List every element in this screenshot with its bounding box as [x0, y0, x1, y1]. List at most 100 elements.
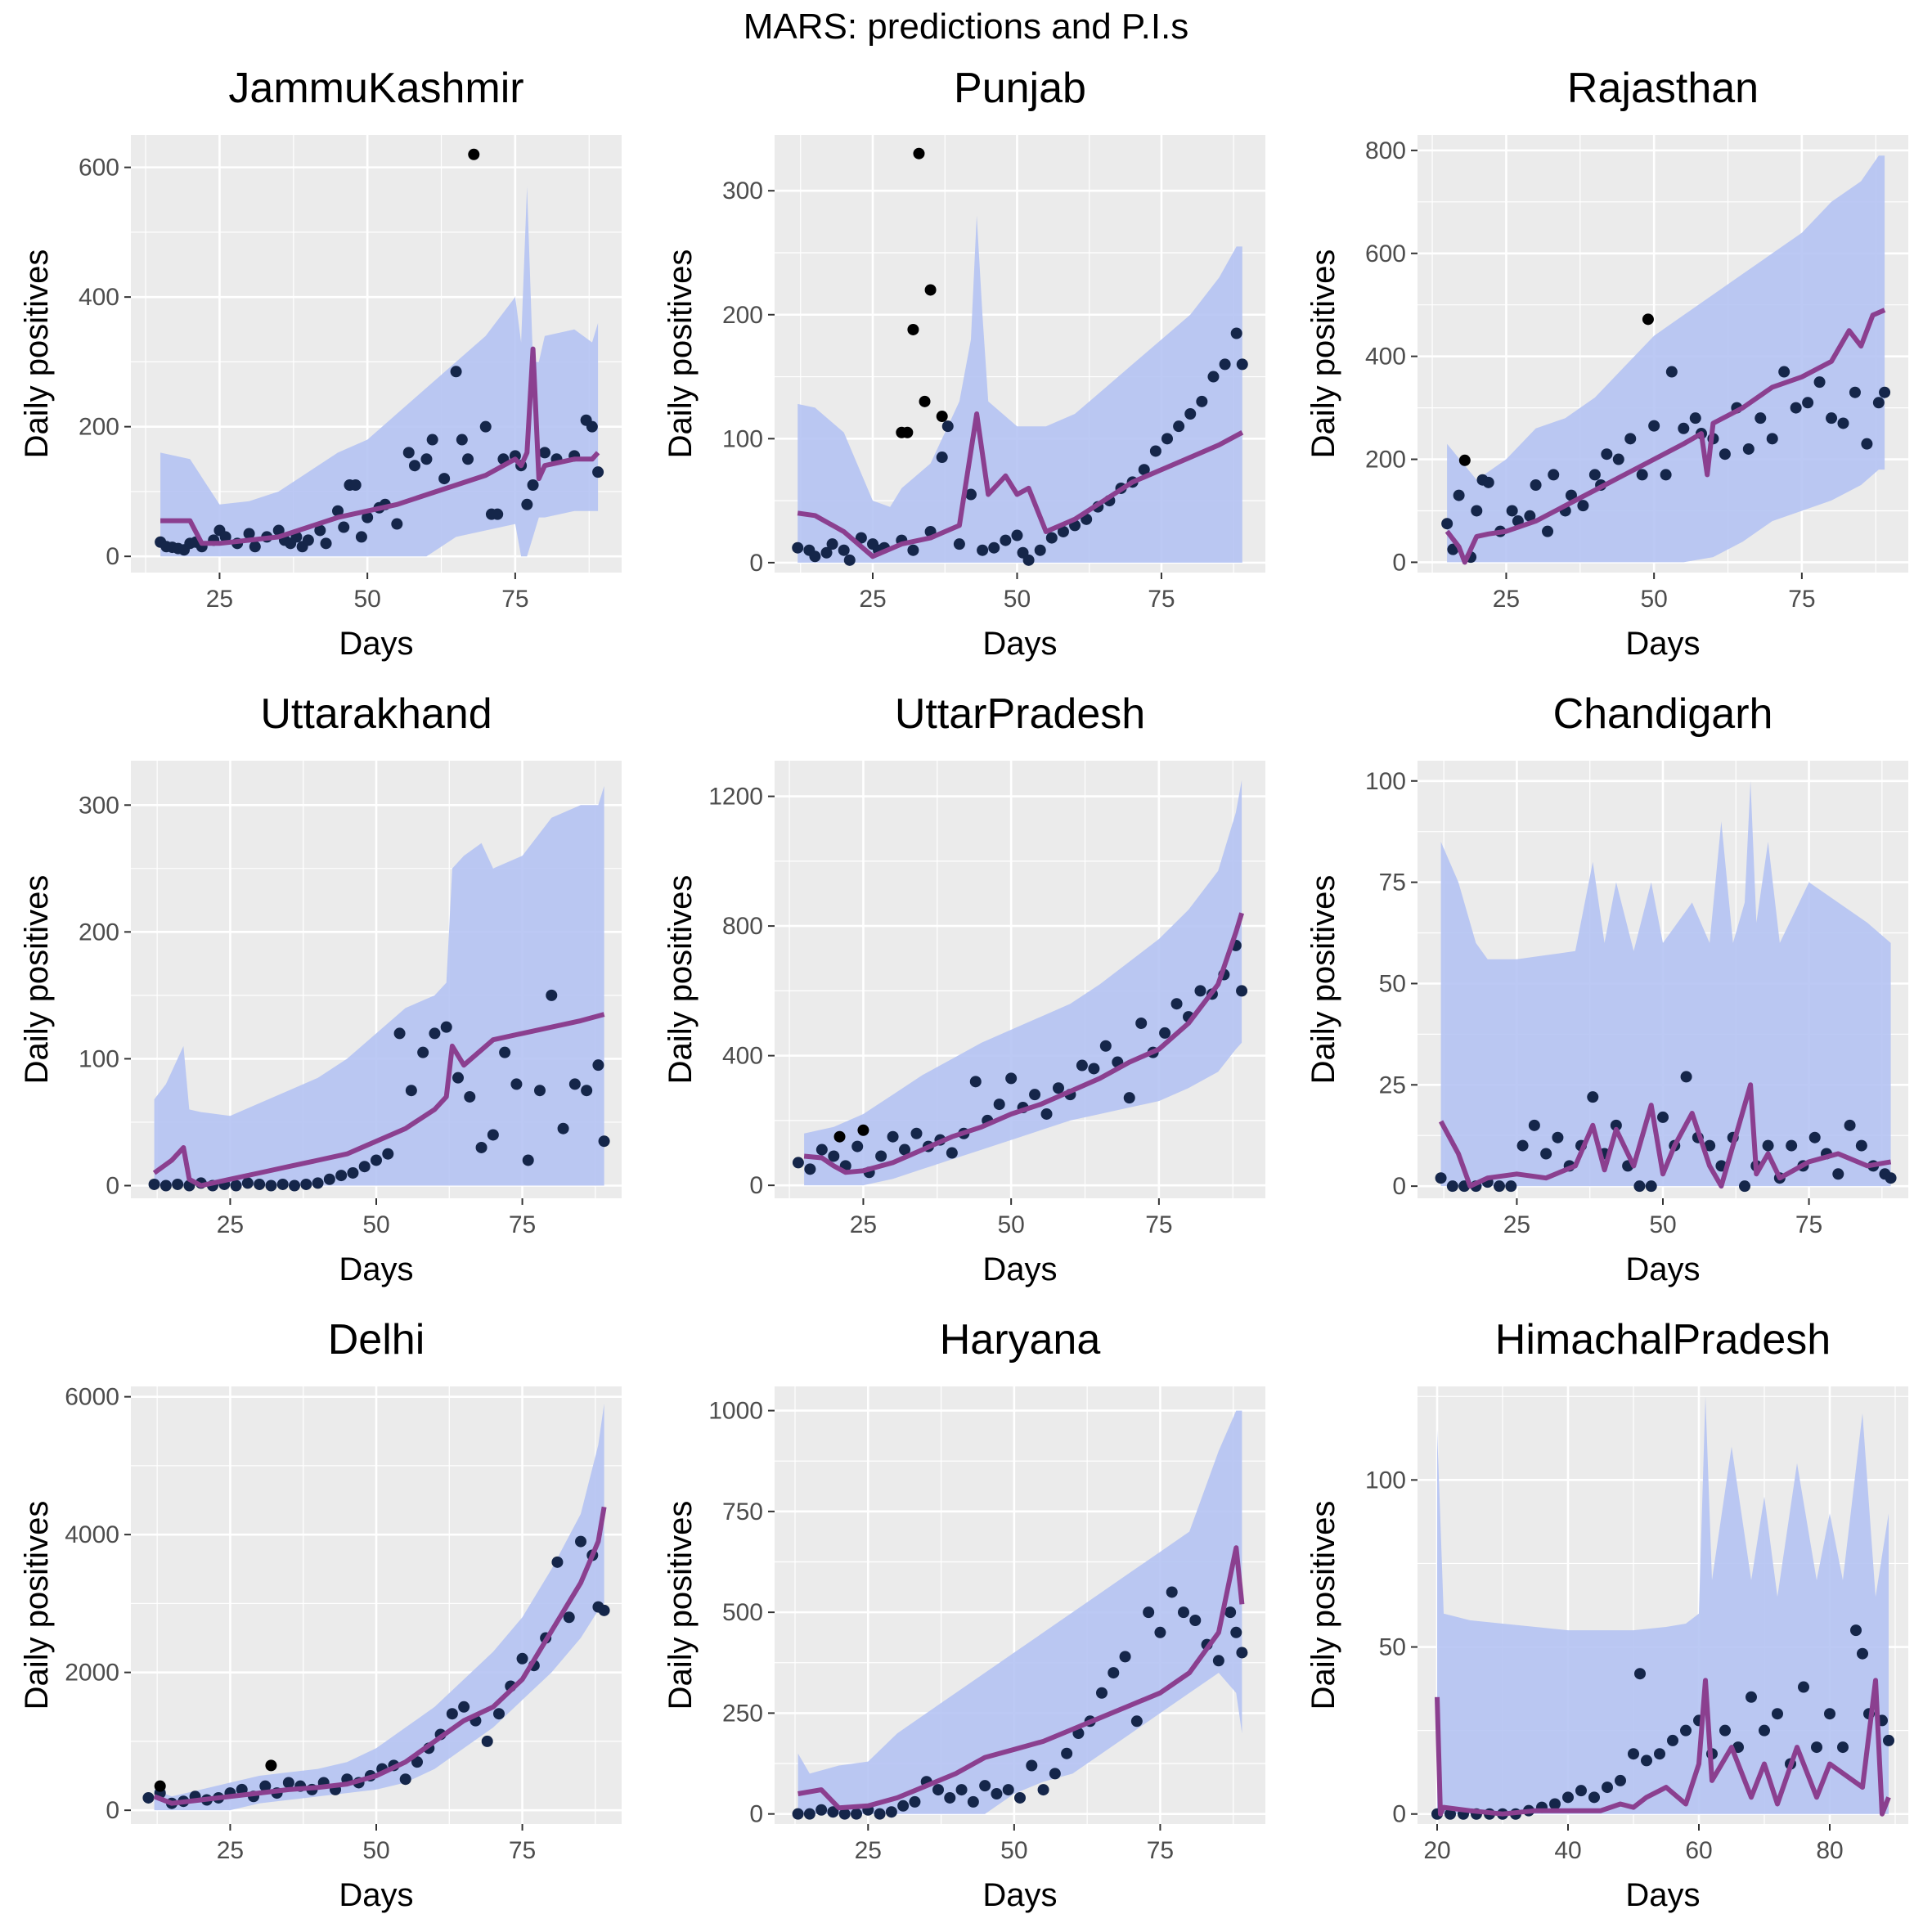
observed-point [1494, 1180, 1505, 1193]
observed-point [1236, 358, 1248, 371]
observed-point [1524, 510, 1536, 522]
x-tick-label: 80 [1816, 1837, 1843, 1864]
observed-point [479, 420, 492, 433]
observed-point [1587, 1091, 1599, 1103]
observed-point [1057, 525, 1069, 537]
figure-title: MARS: predictions and P.I.s [743, 7, 1189, 47]
observed-point [481, 1735, 493, 1747]
observed-point [993, 1099, 1005, 1111]
y-tick-label: 1200 [708, 784, 763, 811]
observed-point [1849, 386, 1861, 398]
chart-panel: 25 50 75 0 25 50 75 100 Chandigarh Days Daily posi… [1305, 690, 1908, 1287]
observed-point [1549, 1798, 1561, 1810]
observed-point [1798, 1681, 1809, 1693]
panel-title: Punjab [954, 65, 1086, 112]
observed-point [1471, 505, 1483, 517]
observed-point [827, 1806, 839, 1818]
observed-point [598, 1135, 610, 1148]
observed-point [1612, 453, 1624, 465]
y-tick-label: 250 [722, 1700, 763, 1727]
observed-point [1224, 1606, 1237, 1619]
observed-point [1219, 358, 1231, 371]
observed-point [936, 452, 948, 464]
prediction-line [153, 1506, 607, 1806]
x-tick-label: 50 [1004, 586, 1031, 613]
chart-panel: 25 50 75 0 200 400 600 800 Rajasthan Days Daily po… [1305, 65, 1908, 662]
y-tick-label: 50 [1379, 1634, 1406, 1661]
outlier-point [907, 323, 919, 335]
observed-point [1166, 1586, 1178, 1598]
x-tick-label: 50 [1649, 1211, 1676, 1238]
observed-point [462, 453, 474, 465]
observed-point [438, 473, 451, 485]
observed-point [809, 550, 821, 563]
observed-point [792, 1808, 804, 1820]
observed-point [1813, 376, 1826, 389]
observed-point [1660, 469, 1672, 481]
observed-point [1552, 1131, 1564, 1143]
observed-point [910, 1127, 923, 1139]
prediction-interval-band [798, 215, 1242, 563]
y-tick-label: 0 [749, 550, 763, 577]
observed-point [452, 1072, 464, 1084]
outlier-point [919, 395, 931, 407]
observed-point [1634, 1668, 1646, 1680]
outlier-point [857, 1124, 869, 1136]
y-axis-label: Daily positives [1305, 249, 1341, 459]
x-tick-label: 75 [509, 1211, 536, 1238]
observed-point [932, 1784, 944, 1796]
observed-point [1002, 1784, 1014, 1796]
observed-point [1184, 408, 1197, 420]
observed-point [1680, 1724, 1692, 1737]
observed-point [1435, 1172, 1447, 1184]
observed-point [969, 1076, 982, 1088]
y-tick-label: 100 [722, 425, 763, 452]
observed-point [1052, 1082, 1064, 1094]
observed-point [522, 1154, 534, 1166]
observed-point [1624, 433, 1637, 445]
y-tick-label: 0 [749, 1801, 763, 1828]
observed-point [1790, 402, 1802, 414]
x-axis-label: Days [339, 626, 413, 662]
y-axis-label: Daily positives [663, 1501, 699, 1710]
panel-title: Chandigarh [1553, 690, 1773, 738]
y-axis-label: Daily positives [1305, 875, 1341, 1085]
x-tick-label: 50 [362, 1211, 389, 1238]
observed-point [1772, 1708, 1783, 1720]
prediction-interval-band [1440, 780, 1891, 1187]
x-tick-label: 50 [997, 1211, 1024, 1238]
observed-point [1506, 505, 1518, 517]
observed-point [907, 544, 919, 556]
x-tick-label: 50 [362, 1837, 389, 1864]
plot-area [792, 780, 1248, 1186]
y-axis-label: Daily positives [663, 249, 699, 459]
observed-point [1826, 412, 1838, 425]
chart-panel: 25 50 75 0 2000 4000 6000 Delhi Days Daily positi… [19, 1316, 622, 1913]
observed-point [1855, 1139, 1867, 1152]
outlier-point [924, 284, 937, 296]
observed-point [575, 1535, 586, 1548]
observed-point [458, 1701, 470, 1713]
observed-point [1049, 1768, 1061, 1780]
y-tick-label: 0 [106, 543, 119, 570]
observed-point [1719, 448, 1731, 461]
y-tick-label: 75 [1379, 869, 1406, 896]
observed-point [411, 1756, 423, 1768]
y-tick-label: 50 [1379, 970, 1406, 997]
x-tick-label: 50 [1640, 586, 1667, 613]
plot-area [1441, 155, 1891, 565]
observed-point [899, 1143, 911, 1156]
observed-point [446, 1708, 458, 1720]
observed-point [598, 1604, 610, 1616]
y-tick-label: 300 [722, 177, 763, 204]
observed-point [391, 518, 403, 530]
panel-title: JammuKashmir [228, 65, 523, 112]
y-tick-label: 6000 [65, 1384, 119, 1411]
prediction-line [152, 1012, 605, 1188]
observed-point [803, 1808, 815, 1820]
observed-point [1786, 1139, 1798, 1152]
outlier-point [265, 1759, 277, 1772]
observed-point [1034, 544, 1046, 556]
observed-point [875, 1150, 887, 1162]
